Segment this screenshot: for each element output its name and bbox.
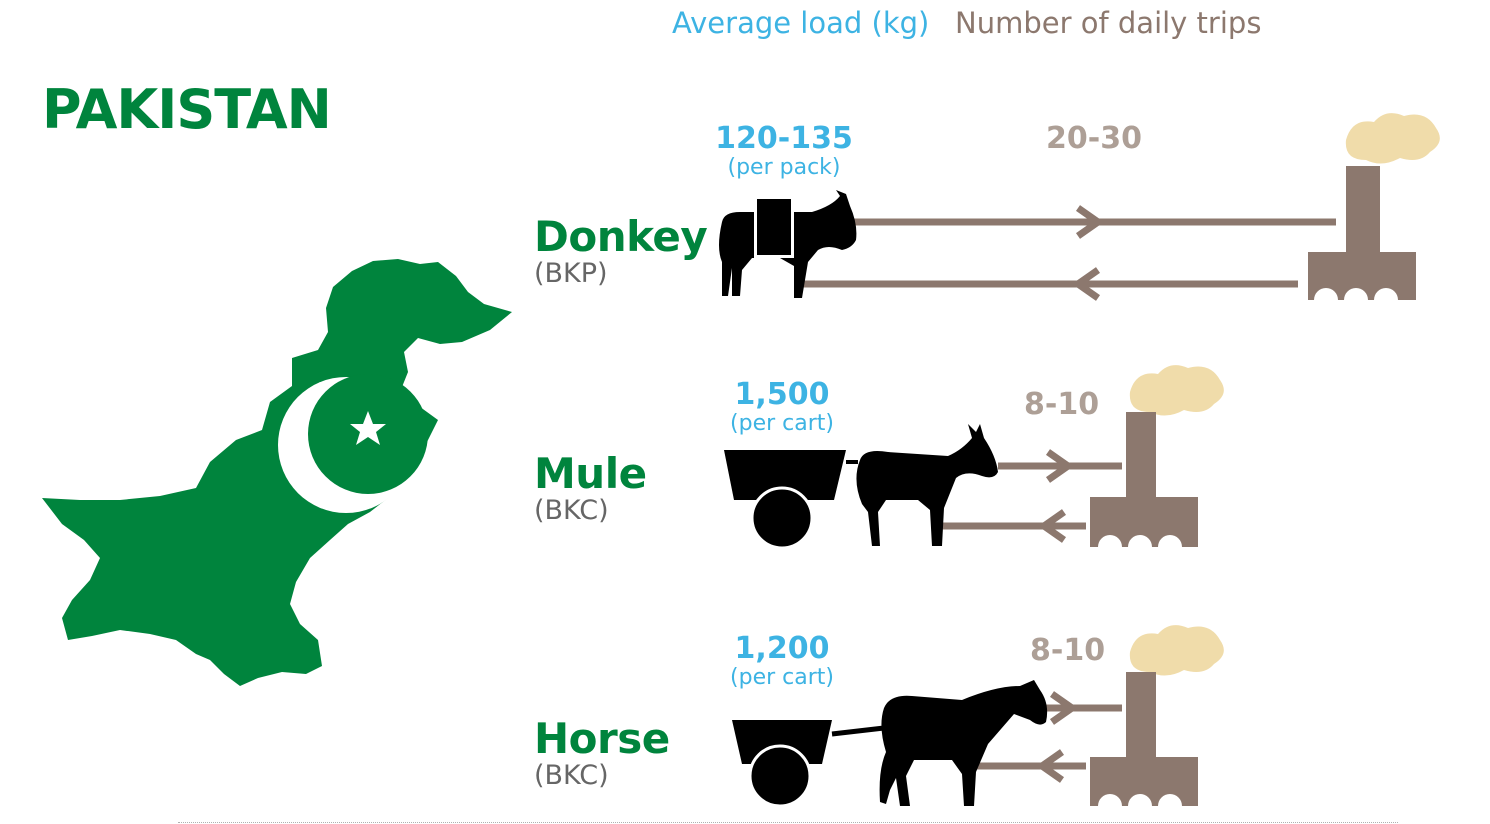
animal-name-donkey: Donkey (534, 212, 708, 261)
arrow-right-icon (852, 205, 1336, 239)
kiln-chimney-icon (1308, 113, 1440, 300)
pakistan-map-shape (42, 259, 512, 686)
load-value-horse: 1,200 (734, 631, 830, 666)
average-load-header: Average load (kg) (672, 6, 930, 40)
load-value-mule: 1,500 (734, 377, 830, 412)
country-title: PAKISTAN (42, 78, 332, 141)
horse-cart-silhouette (732, 680, 1048, 808)
load-unit-donkey: (per pack) (727, 155, 841, 180)
pakistan-map-flag (42, 259, 512, 686)
load-unit-mule: (per cart) (730, 411, 834, 436)
arrow-right-icon (998, 449, 1122, 483)
kiln-chimney-icon (1090, 365, 1224, 547)
animal-code-horse: (BKC) (534, 760, 609, 791)
animal-name-horse: Horse (534, 714, 670, 763)
daily-trips-header: Number of daily trips (955, 6, 1262, 40)
pack-donkey-silhouette (719, 190, 857, 298)
kiln-chimney-icon (1090, 625, 1224, 806)
arrow-right-icon (1044, 691, 1122, 725)
load-value-donkey: 120-135 (715, 121, 853, 156)
animal-name-mule: Mule (534, 449, 647, 498)
arrow-left-icon (936, 509, 1086, 543)
trips-value-horse: 8-10 (1030, 633, 1106, 668)
star-icon (350, 411, 386, 445)
animal-code-donkey: (BKP) (534, 258, 608, 289)
trips-value-mule: 8-10 (1024, 387, 1100, 422)
load-unit-horse: (per cart) (730, 665, 834, 690)
mule-cart-silhouette (724, 424, 998, 550)
arrow-left-icon (796, 267, 1298, 301)
trips-value-donkey: 20-30 (1046, 121, 1142, 156)
bottom-divider (178, 822, 1398, 823)
arrow-left-icon (976, 749, 1086, 783)
animal-code-mule: (BKC) (534, 495, 609, 526)
